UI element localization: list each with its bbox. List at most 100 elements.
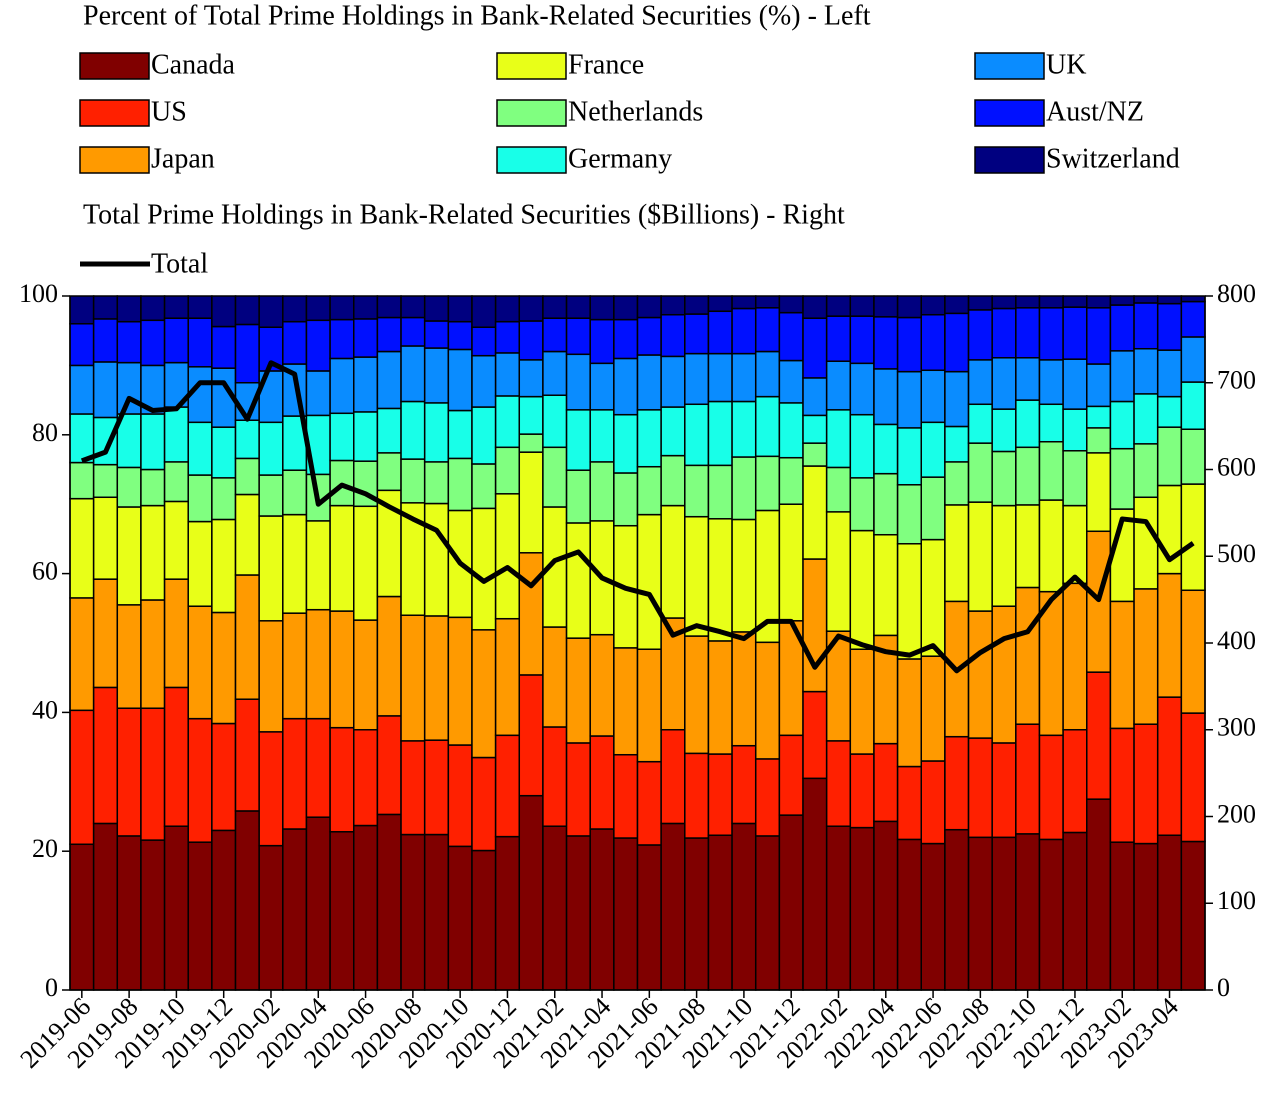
- bar-segment: [636, 844, 662, 991]
- bar-segment: [353, 619, 379, 731]
- bar-segment: [494, 835, 521, 991]
- bar-segment: [187, 520, 213, 607]
- bar-segment: [542, 394, 568, 449]
- bar-segment: [944, 735, 970, 831]
- bar-segment: [636, 354, 662, 411]
- legend-swatch: [496, 146, 567, 174]
- bar-segment: [69, 843, 95, 991]
- bar-segment: [494, 617, 521, 737]
- total-line: [80, 360, 1195, 674]
- bar-segment: [542, 626, 568, 728]
- bar-segment: [920, 538, 946, 657]
- bar-segment: [849, 753, 875, 829]
- bar-segment: [494, 446, 521, 495]
- bar-segment: [1086, 671, 1112, 800]
- bar-segment: [1086, 452, 1112, 533]
- bar-segment: [518, 395, 544, 435]
- bar-segment: [1109, 400, 1135, 450]
- bar-segment: [944, 504, 970, 603]
- bar-segment: [1062, 504, 1088, 585]
- bar-segment: [849, 413, 875, 479]
- bar-segment: [565, 522, 591, 639]
- bar-segment: [542, 295, 568, 319]
- legend-label: US: [151, 96, 187, 127]
- bar-segment: [234, 323, 260, 384]
- bar-segment: [447, 616, 473, 746]
- bar-segment: [565, 835, 591, 991]
- y2-tick-label: 400: [1217, 626, 1256, 655]
- bar-segment: [423, 461, 450, 505]
- bar-segment: [754, 641, 781, 760]
- legend-label: Japan: [151, 143, 215, 174]
- bar-segment: [1180, 428, 1206, 485]
- bar-segment: [353, 729, 379, 827]
- bar-segment: [282, 612, 308, 720]
- bar-segment: [873, 533, 899, 637]
- bar-segment: [1156, 426, 1183, 487]
- bar-segment: [116, 295, 142, 323]
- bar-segment: [1133, 723, 1159, 845]
- bar-segment: [92, 295, 119, 320]
- bar-segment: [211, 426, 237, 479]
- bar-segment: [778, 295, 804, 314]
- bar-segment: [1015, 295, 1041, 309]
- bar-segment: [731, 744, 757, 825]
- bar-segment: [565, 637, 591, 744]
- bar-segment: [1180, 712, 1206, 843]
- bar-segment: [140, 295, 166, 322]
- y-tick-label: 40: [32, 695, 58, 724]
- bar-segment: [1038, 359, 1064, 406]
- bar-segment: [1180, 840, 1206, 991]
- bar-segment: [376, 316, 402, 353]
- bar-segment: [802, 377, 828, 417]
- bar-segment: [1109, 841, 1135, 991]
- bar-segment: [140, 413, 166, 471]
- bar-segment: [1062, 729, 1088, 834]
- bar-segment: [187, 717, 213, 843]
- bar-segment: [353, 318, 379, 358]
- bar-segment: [187, 295, 213, 319]
- bar-segment: [1086, 427, 1112, 454]
- bar-segment: [471, 406, 497, 465]
- bar-segment: [305, 520, 331, 611]
- bar-segment: [211, 325, 237, 369]
- legend-title: Percent of Total Prime Holdings in Bank-…: [83, 0, 871, 31]
- bar-segment: [353, 505, 379, 621]
- bar-segment: [518, 674, 544, 797]
- bar-segment: [140, 599, 166, 709]
- bar-segment: [896, 838, 923, 991]
- bar-segment: [1180, 483, 1206, 592]
- bar-segment: [258, 620, 284, 733]
- bar-segment: [494, 493, 521, 620]
- bar-segment: [565, 469, 591, 524]
- bar-segment: [754, 395, 781, 458]
- y2-tick-label: 100: [1217, 886, 1256, 915]
- bar-segment: [140, 707, 166, 841]
- bar-segment: [305, 608, 331, 720]
- bar-segment: [731, 400, 757, 458]
- bar-segment: [1180, 589, 1206, 714]
- legend-swatch: [496, 99, 567, 127]
- bar-segment: [967, 442, 993, 503]
- bar-segment: [353, 356, 379, 413]
- bar-segment: [873, 820, 899, 991]
- bar-segment: [1133, 295, 1159, 304]
- bar-segment: [731, 631, 757, 747]
- bar-segment: [400, 740, 426, 836]
- bar-segment: [163, 578, 189, 689]
- bar-segment: [589, 633, 615, 737]
- bar-segment: [494, 395, 521, 449]
- bar-segment: [920, 842, 946, 991]
- bar-segment: [660, 355, 686, 408]
- bar-segment: [258, 295, 284, 328]
- bar-segment: [589, 735, 615, 830]
- bar-segment: [613, 295, 639, 321]
- bar-segment: [707, 310, 733, 355]
- bar-segment: [778, 311, 804, 362]
- legend-label: Netherlands: [568, 96, 703, 127]
- bar-segment: [305, 370, 331, 417]
- bar-segment: [1156, 572, 1183, 698]
- bar-segment: [565, 317, 591, 356]
- bar-segment: [802, 465, 828, 560]
